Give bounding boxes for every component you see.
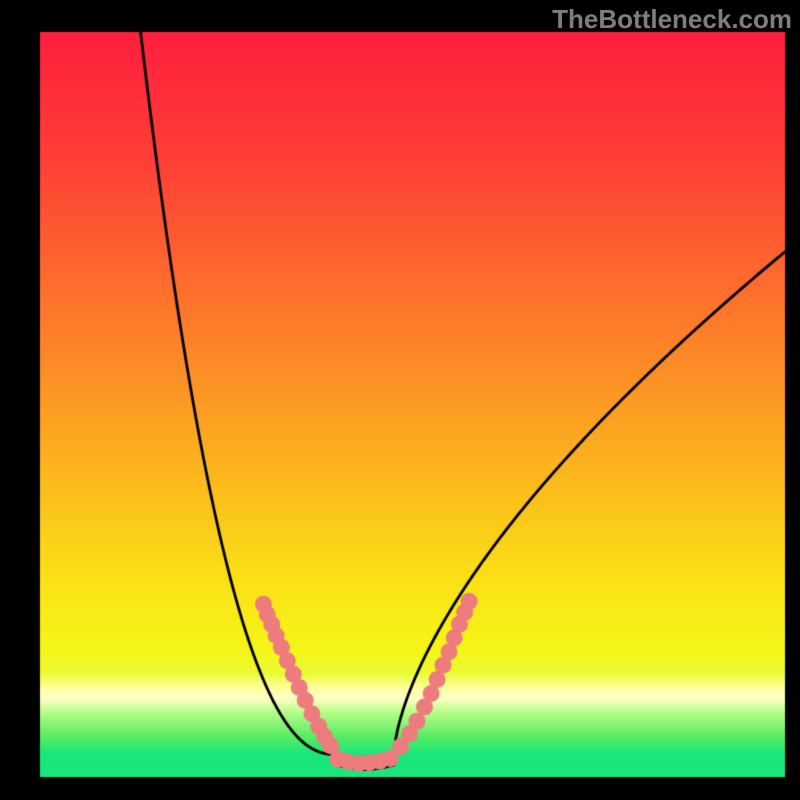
watermark-label: TheBottleneck.com bbox=[552, 4, 792, 35]
bottleneck-curve-chart bbox=[0, 0, 800, 800]
chart-stage: TheBottleneck.com bbox=[0, 0, 800, 800]
